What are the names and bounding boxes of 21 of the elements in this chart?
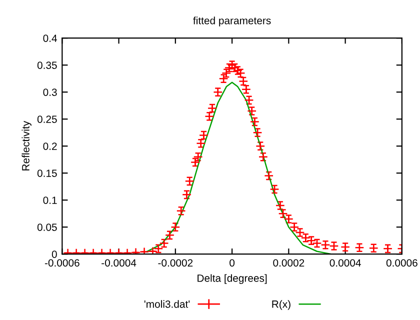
y-tick-label: 0.3 xyxy=(43,88,57,96)
legend-label: R(x) xyxy=(272,300,290,310)
y-axis-title: Reflectivity xyxy=(22,120,32,170)
x-tick-label: 0.0004 xyxy=(330,259,361,267)
x-tick-label: -0.0004 xyxy=(102,259,136,267)
x-tick-label: -0.0002 xyxy=(158,259,193,267)
legend-label: 'moli3.dat' xyxy=(144,300,190,308)
x-tick-label: 0.0006 xyxy=(386,259,418,267)
y-tick-label: 0.05 xyxy=(37,224,57,231)
x-tick-label: 0.0002 xyxy=(273,259,304,267)
y-tick-label: 0 xyxy=(52,250,57,258)
x-tick-label: -0.0006 xyxy=(44,259,80,267)
y-tick-label: 0.1 xyxy=(43,196,57,204)
y-tick-label: 0.4 xyxy=(43,34,57,42)
x-tick-label: 0 xyxy=(230,259,235,267)
y-tick-label: 0.2 xyxy=(43,142,57,150)
y-tick-label: 0.35 xyxy=(37,62,57,69)
y-tick-label: 0.25 xyxy=(37,116,57,123)
x-axis-title: Delta [degrees] xyxy=(198,274,267,284)
chart-title: fitted parameters xyxy=(193,16,271,26)
y-tick-label: 0.15 xyxy=(37,170,57,177)
